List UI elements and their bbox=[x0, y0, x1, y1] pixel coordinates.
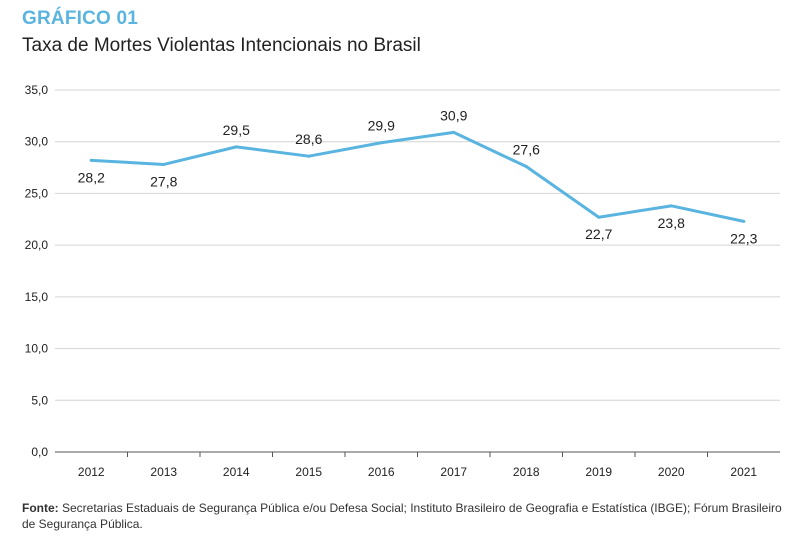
data-point bbox=[234, 145, 238, 149]
data-label: 27,6 bbox=[513, 142, 540, 158]
series-line bbox=[89, 130, 746, 223]
y-tick-label: 30,0 bbox=[25, 135, 49, 149]
x-tick-label: 2020 bbox=[658, 465, 685, 479]
data-point bbox=[524, 165, 528, 169]
y-tick-label: 5,0 bbox=[31, 393, 48, 407]
data-point bbox=[452, 130, 456, 134]
data-label: 29,9 bbox=[368, 118, 395, 134]
data-point bbox=[89, 158, 93, 162]
chart-title: Taxa de Mortes Violentas Intencionais no… bbox=[22, 35, 421, 56]
source-label: Fonte: bbox=[22, 501, 59, 515]
x-tick-label: 2012 bbox=[78, 465, 105, 479]
x-tick-label: 2018 bbox=[513, 465, 540, 479]
data-label: 22,3 bbox=[730, 230, 757, 246]
x-tick-label: 2014 bbox=[223, 465, 250, 479]
data-point bbox=[162, 162, 166, 166]
data-label: 22,7 bbox=[585, 226, 612, 242]
data-label: 28,6 bbox=[295, 131, 322, 147]
data-label: 27,8 bbox=[150, 173, 177, 189]
data-label: 29,5 bbox=[223, 122, 250, 138]
data-point bbox=[669, 204, 673, 208]
data-point bbox=[597, 215, 601, 219]
y-tick-label: 25,0 bbox=[25, 186, 49, 200]
source-text: Secretarias Estaduais de Segurança Públi… bbox=[22, 501, 782, 531]
y-tick-label: 10,0 bbox=[25, 342, 49, 356]
data-point bbox=[307, 154, 311, 158]
line-chart: 0,0 5,0 10,0 15,0 20,0 25,0 30,0 35,0 2012 2013 20… bbox=[25, 83, 780, 479]
x-tick-label: 2017 bbox=[440, 465, 467, 479]
source-note: Fonte: Secretarias Estaduais de Seguranç… bbox=[22, 500, 782, 532]
y-tick-label: 15,0 bbox=[25, 290, 49, 304]
y-tick-label: 20,0 bbox=[25, 238, 49, 252]
data-label: 30,9 bbox=[440, 107, 467, 123]
data-label: 28,2 bbox=[78, 169, 105, 185]
x-tick-label: 2019 bbox=[585, 465, 612, 479]
data-label: 23,8 bbox=[658, 215, 685, 231]
y-tick-label: 0,0 bbox=[31, 445, 48, 459]
data-point bbox=[379, 141, 383, 145]
x-tick-label: 2015 bbox=[295, 465, 322, 479]
x-tick-label: 2021 bbox=[730, 465, 757, 479]
x-tick-label: 2016 bbox=[368, 465, 395, 479]
data-point bbox=[742, 219, 746, 223]
chart-kicker: GRÁFICO 01 bbox=[22, 8, 139, 29]
y-tick-label: 35,0 bbox=[25, 83, 49, 97]
x-tick-label: 2013 bbox=[150, 465, 177, 479]
